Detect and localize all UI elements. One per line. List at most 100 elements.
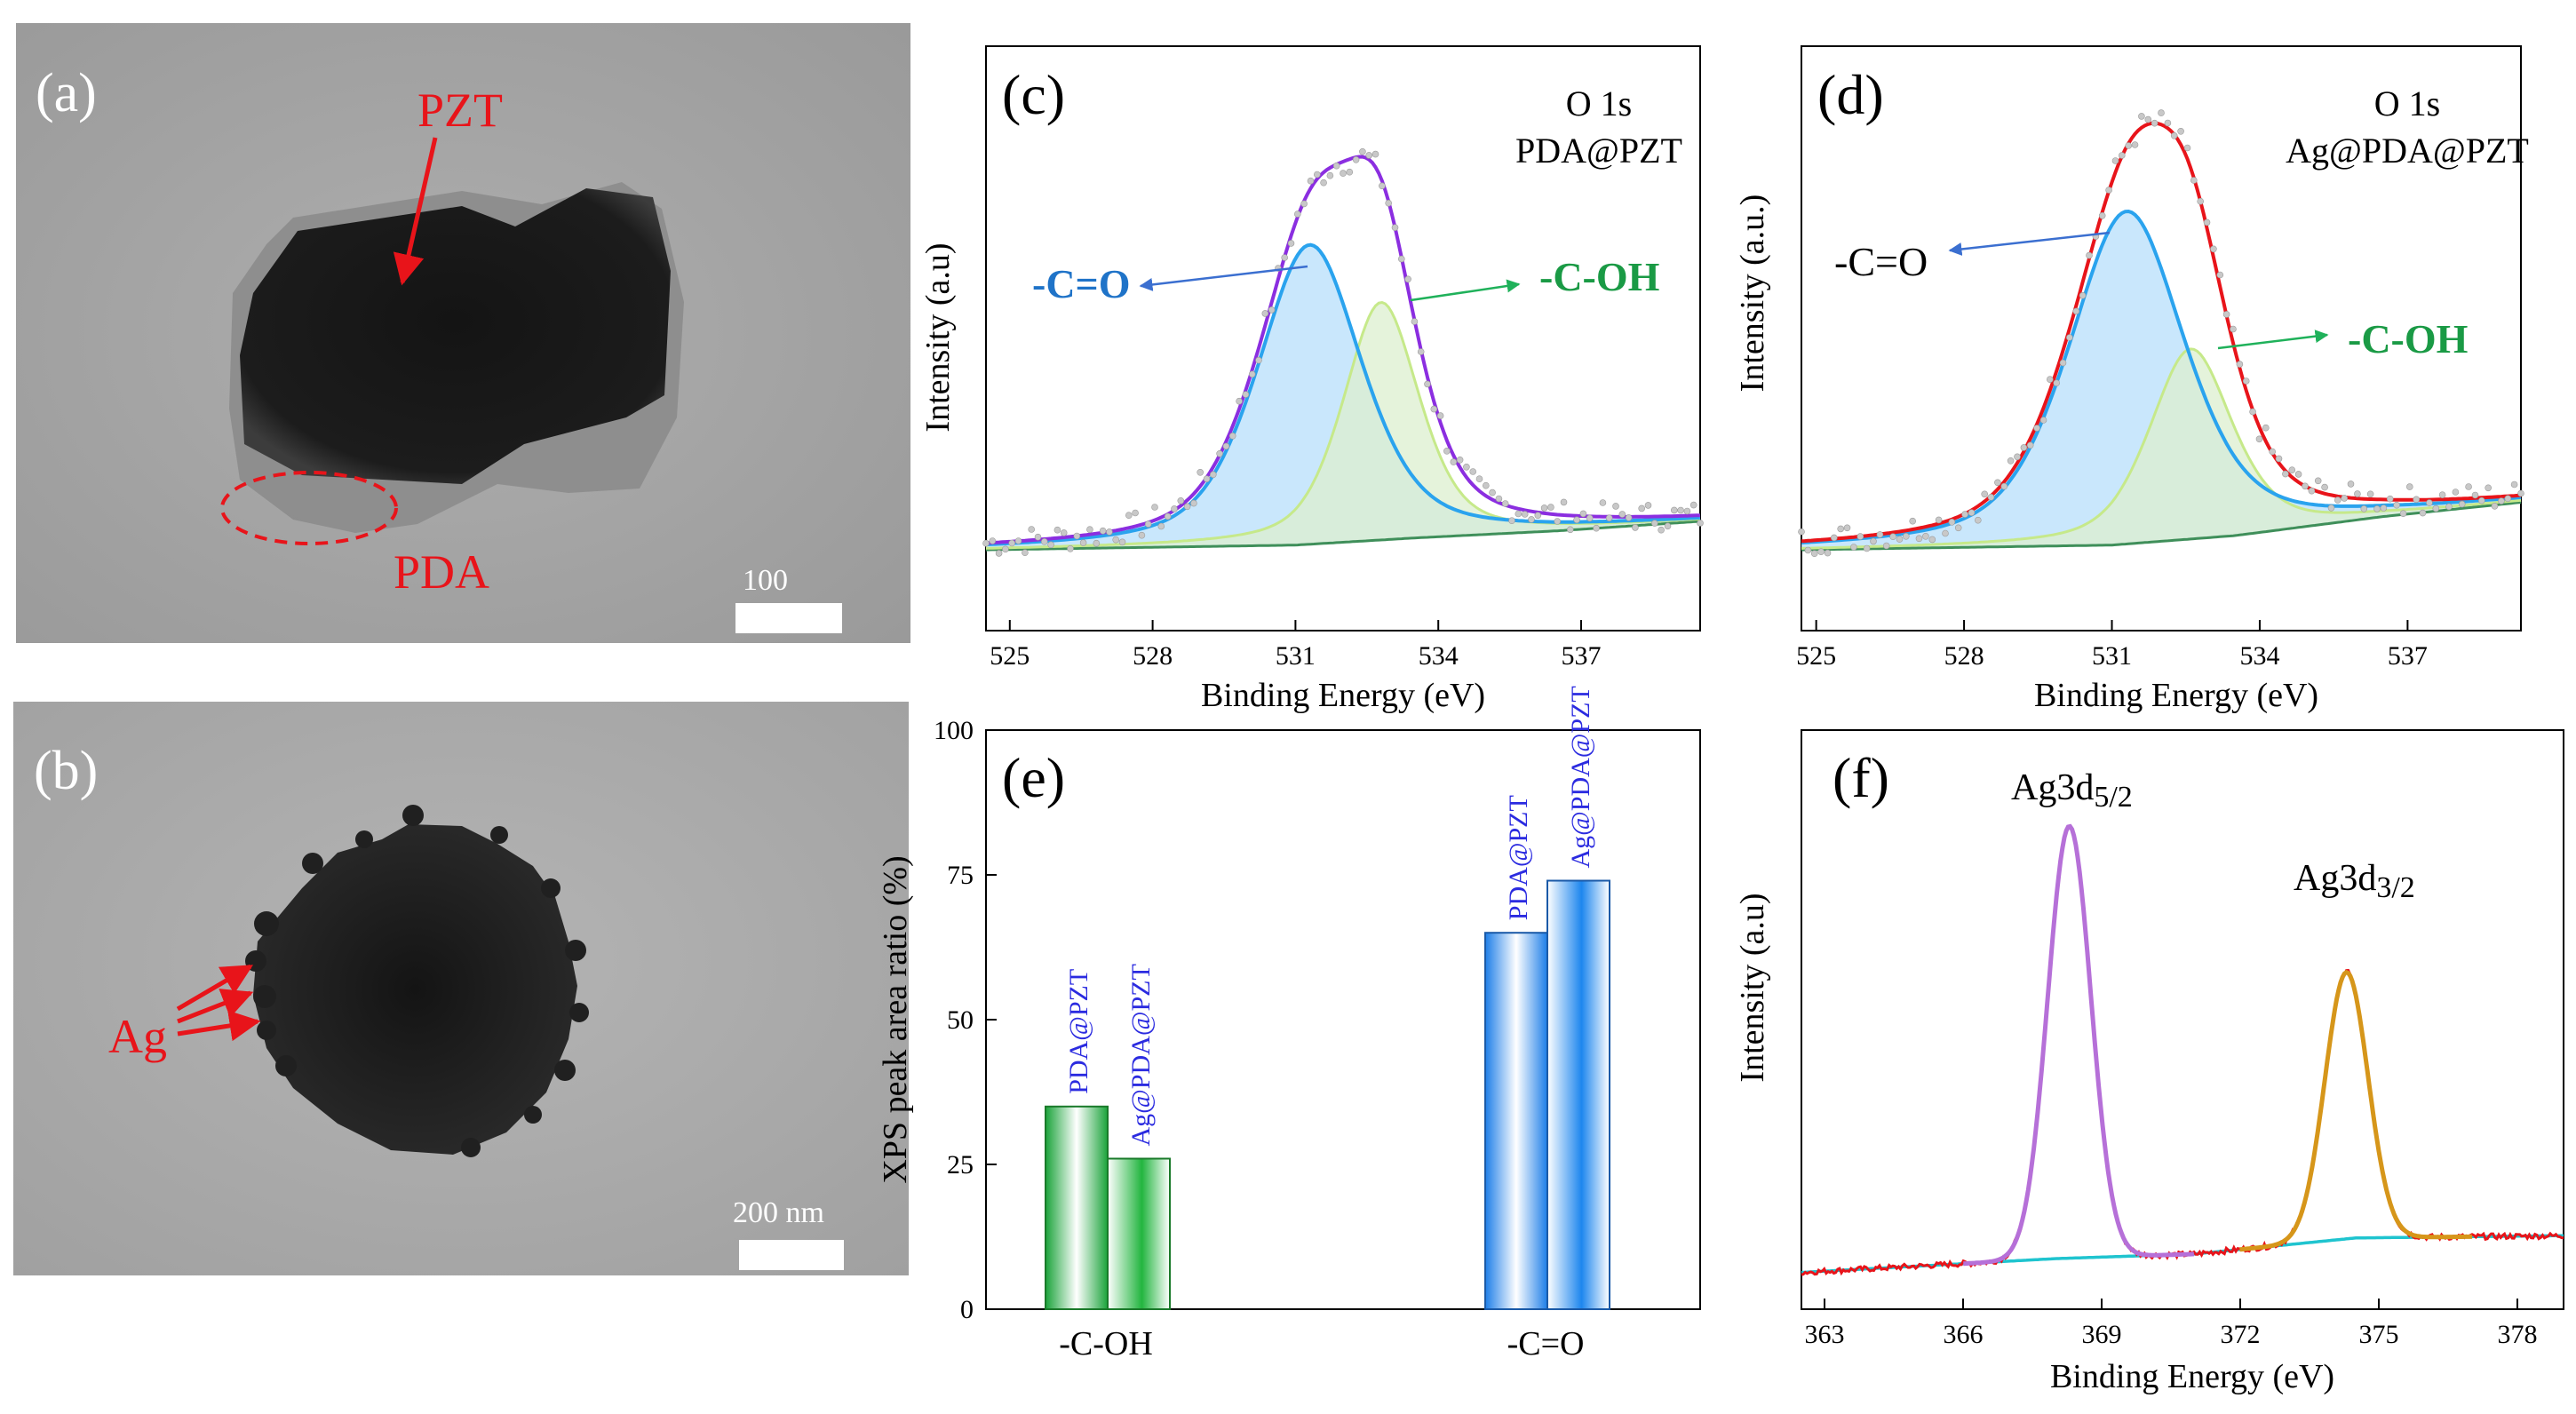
raw-data-point <box>2144 115 2152 123</box>
raw-data-point <box>2288 466 2296 474</box>
peak-fills-d <box>1801 211 2521 551</box>
raw-data-point <box>2465 483 2472 490</box>
x-axis-label-c: Binding Energy (eV) <box>1201 677 1485 714</box>
raw-data-point <box>2098 212 2106 219</box>
bar-ag-pda-pzt-coh <box>1107 1157 1171 1310</box>
annotation-c-co: -C=O <box>1032 261 1131 306</box>
raw-data-point <box>1157 522 1165 530</box>
raw-data-point <box>1625 514 1633 521</box>
raw-data-point <box>1099 527 1107 535</box>
arrow-d-co <box>1948 231 2111 256</box>
raw-data-point <box>2203 218 2211 226</box>
raw-data-point <box>1804 546 1812 554</box>
raw-data-point <box>1831 534 1838 542</box>
raw-data-point <box>2222 311 2230 318</box>
raw-data-point <box>1928 536 1936 544</box>
fit-ag3d32 <box>2239 969 2473 1252</box>
raw-data-point <box>1314 171 1321 179</box>
raw-data-point <box>2380 504 2388 512</box>
raw-data-point <box>2000 482 2008 490</box>
peak-label-ag3d52: Ag3d5/2 <box>2011 767 2133 814</box>
raw-data-point <box>2485 484 2492 492</box>
raw-data-point <box>1961 511 1968 518</box>
raw-data-point <box>2438 491 2446 499</box>
y-ticks-e: 0 25 50 75 100 <box>934 716 997 1324</box>
raw-data-point <box>995 550 1003 557</box>
raw-data-point <box>2373 505 2381 512</box>
raw-data-point <box>1067 544 1074 552</box>
raw-data-point <box>982 539 990 547</box>
raw-data-point <box>1528 516 1535 523</box>
raw-data-point <box>2269 448 2276 456</box>
raw-data-point <box>2347 481 2355 488</box>
raw-data-point <box>1554 518 1561 525</box>
raw-data-point <box>2125 142 2132 149</box>
raw-data-point <box>2183 144 2191 152</box>
raw-data-point <box>2366 490 2374 498</box>
raw-data-point <box>1300 200 1308 208</box>
raw-data-point <box>2249 408 2256 416</box>
raw-data-point <box>2393 501 2400 509</box>
raw-data-point <box>1697 520 1704 527</box>
raw-data-point <box>1014 537 1022 544</box>
panel-c-letter: (c) <box>1002 63 1065 126</box>
pzt-core <box>240 188 671 484</box>
ag-nanoparticles <box>245 805 589 1157</box>
raw-data-point <box>1151 504 1158 511</box>
raw-data-point <box>1287 240 1295 247</box>
raw-data-point <box>1863 544 1871 552</box>
raw-data-point <box>1047 541 1054 549</box>
raw-data-point <box>1817 548 1825 556</box>
raw-data-point <box>2354 490 2361 497</box>
raw-data-point <box>2086 251 2093 259</box>
pda-ellipse <box>220 471 398 545</box>
raw-data-point <box>1837 525 1844 533</box>
raw-data-point <box>1443 447 1451 455</box>
raw-data-point <box>1489 489 1496 496</box>
raw-data-point <box>2242 377 2250 385</box>
raw-data-point <box>1041 537 1048 545</box>
raw-data-point <box>1903 532 1910 540</box>
raw-data-point <box>2158 109 2165 116</box>
peak-co-curve <box>985 242 1701 547</box>
panel-d-title-line2: Ag@PDA@PZT <box>2286 131 2529 171</box>
raw-data-point <box>2072 307 2080 315</box>
y-tick-label: 75 <box>947 861 974 890</box>
raw-data-point <box>2026 441 2034 449</box>
raw-data-point <box>1060 529 1068 536</box>
raw-data-point <box>1073 532 1081 540</box>
raw-data-point <box>1981 490 1988 498</box>
raw-data-point <box>1236 397 1243 405</box>
raw-data-point <box>1521 511 1529 518</box>
raw-data-point <box>1326 171 1334 179</box>
raw-data-point <box>2282 470 2289 478</box>
x-tick-label: 531 <box>2092 641 2132 671</box>
raw-data-point <box>2111 157 2119 164</box>
x-tick-label: 525 <box>1796 641 1836 671</box>
panel-f: 363 366 369 372 375 378 (f) Ag3d5/2 Ag3d3/2 B… <box>1734 729 2564 1395</box>
raw-data-point <box>1118 538 1126 546</box>
raw-data-point <box>1593 524 1600 532</box>
scale-bar-label-b: 200 nm <box>733 1196 824 1229</box>
raw-data-point <box>1612 503 1619 510</box>
raw-data-point <box>2020 444 2028 451</box>
raw-data-point <box>1856 533 1864 540</box>
raw-data-point <box>1417 348 1425 355</box>
plot-frame-f <box>1801 729 2564 1310</box>
raw-data-point <box>2033 425 2040 432</box>
raw-data-point <box>1658 526 1665 534</box>
raw-data-point <box>1261 310 1269 317</box>
panel-e-letter: (e) <box>1002 746 1065 809</box>
raw-data-point <box>1968 509 1976 517</box>
raw-data-point <box>2341 495 2348 502</box>
curves-d <box>1801 121 2522 552</box>
bar-label: PDA@PZT <box>1064 969 1093 1094</box>
raw-data-point <box>1086 526 1093 534</box>
raw-data-point <box>1850 544 1857 551</box>
raw-data-point <box>1404 275 1411 283</box>
raw-data-point <box>1359 148 1366 155</box>
raw-data-point <box>2386 495 2394 503</box>
raw-data-point <box>1573 516 1580 524</box>
raw-data-point <box>1228 432 1236 440</box>
raw-data-point <box>1079 539 1087 546</box>
